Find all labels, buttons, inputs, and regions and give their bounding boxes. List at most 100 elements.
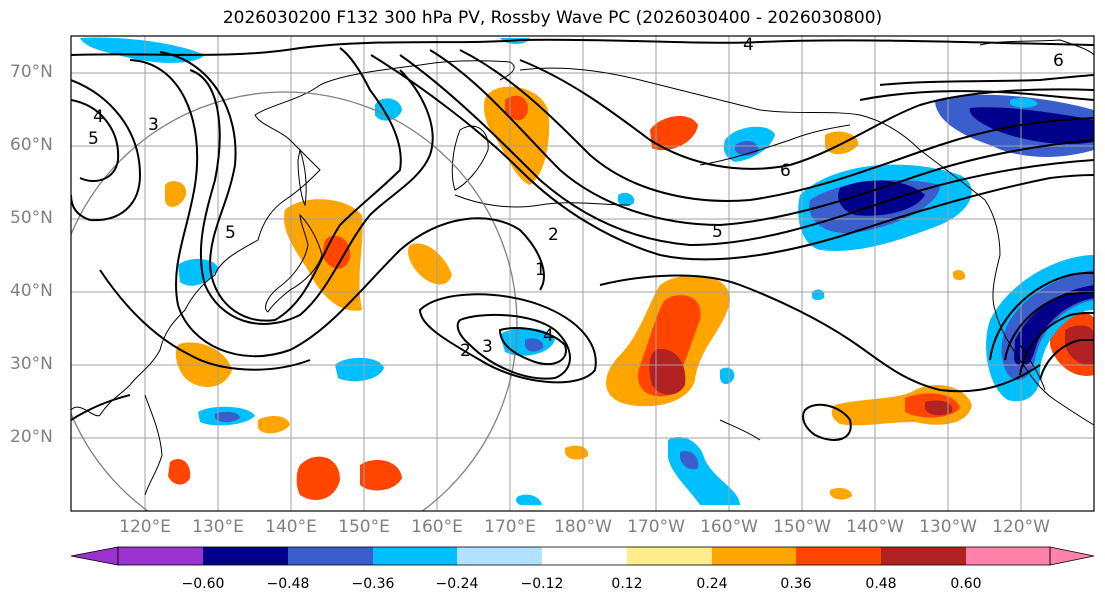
anomaly-negative	[969, 107, 1094, 145]
anomaly-negative	[178, 258, 218, 286]
pv-contour	[159, 47, 402, 322]
anomaly-positive	[830, 488, 852, 500]
lat-label: 50°N	[10, 208, 53, 228]
lon-label: 120°E	[119, 517, 171, 537]
lon-label: 140°E	[265, 517, 317, 537]
pv-contour	[989, 271, 1094, 361]
map-title: 2026030200 F132 300 hPa PV, Rossby Wave …	[222, 8, 883, 28]
anomaly-negative	[215, 411, 240, 423]
colorbar-segment	[203, 547, 288, 565]
colorbar-segment	[966, 547, 1050, 565]
coastline-north-america	[994, 309, 1094, 426]
anomaly-positive	[1065, 325, 1094, 366]
anomaly-negative	[618, 192, 635, 206]
anomaly-negative	[525, 338, 544, 352]
pv-contour	[429, 49, 1094, 227]
lon-label: 120°W	[992, 517, 1050, 537]
colorbar-tick-label: 0.48	[865, 576, 897, 592]
anomaly-positive	[505, 95, 528, 121]
lon-label: 150°E	[338, 517, 390, 537]
contour-label: 6	[780, 161, 791, 181]
contour-label: 4	[543, 326, 554, 346]
colorbar-segment	[118, 547, 203, 565]
pv-contour	[1004, 291, 1094, 361]
coastline-alaska-peninsula	[699, 124, 851, 166]
colorbar-tick-label: −0.24	[435, 576, 479, 592]
coastline-hawaii	[719, 419, 761, 441]
contour-label: 5	[225, 223, 236, 243]
coastline-kamchatka	[451, 125, 489, 191]
colorbar-segment	[712, 547, 796, 565]
anomaly-positive	[649, 349, 686, 395]
colorbar-segment	[881, 547, 966, 565]
pv-contour	[71, 99, 120, 182]
anomaly-positive	[165, 181, 187, 207]
anomaly-positive	[650, 115, 698, 151]
coastline-sakhalin	[297, 148, 307, 207]
pv-contour	[1019, 311, 1094, 376]
pv-contour	[599, 274, 1041, 393]
pv-contour	[129, 59, 545, 358]
lon-label: 150°W	[773, 517, 831, 537]
colorbar-segment	[288, 547, 373, 565]
colorbar-tick-label: 0.36	[780, 576, 812, 592]
colorbar-tick-label: 0.60	[950, 576, 982, 592]
anomaly-negative	[1014, 285, 1094, 367]
pv-contour	[370, 54, 1094, 261]
contour-label: 2	[460, 341, 471, 361]
colorbar-segment	[457, 547, 542, 565]
colorbar-tick-label: −0.48	[266, 576, 310, 592]
anomaly-negative	[80, 37, 205, 63]
coastline-aleutians	[454, 194, 631, 208]
lat-label: 60°N	[10, 135, 53, 155]
anomaly-positive	[925, 400, 953, 416]
pv-contour	[802, 403, 852, 441]
lat-label: 70°N	[10, 62, 53, 82]
contour-label: 3	[482, 337, 493, 357]
pv-contour	[189, 69, 434, 325]
pv-contour	[1039, 339, 1094, 381]
map-frame	[70, 35, 1095, 512]
anomaly-negative	[680, 450, 699, 470]
anomaly-positive	[360, 459, 402, 491]
colorbar-segment	[373, 547, 457, 565]
anomaly-positive	[258, 415, 290, 434]
colorbar-tick-label: 0.12	[611, 576, 643, 592]
pv-contour	[71, 394, 131, 421]
lat-label: 20°N	[10, 427, 53, 447]
pv-contour	[519, 59, 1094, 170]
reference-circle	[71, 91, 518, 511]
colorbar-segment	[627, 547, 712, 565]
contour-label: 1	[535, 260, 546, 280]
pv-contour	[859, 90, 1094, 101]
anomaly-negative	[1010, 97, 1038, 108]
pv-contour	[879, 74, 1094, 86]
pv-contour	[498, 327, 567, 365]
coastlines	[71, 39, 1094, 496]
lat-label: 30°N	[10, 354, 53, 374]
contour-label: 2	[548, 225, 559, 245]
colorbar-segment	[796, 547, 881, 565]
map-grid	[71, 36, 1094, 511]
pv-contour	[418, 293, 597, 384]
colorbar-tick-label: −0.60	[181, 576, 225, 592]
lon-label: 160°W	[700, 517, 758, 537]
lon-label: 170°E	[484, 517, 536, 537]
coastline-alaska	[519, 67, 1001, 311]
colorbar-tick-label: −0.12	[520, 576, 564, 592]
lat-label: 40°N	[10, 281, 53, 301]
colorbar-tick-label: −0.36	[351, 576, 395, 592]
lon-label: 130°W	[919, 517, 977, 537]
anomaly-positive	[408, 243, 452, 285]
pv-contours	[71, 38, 1094, 441]
anomaly-negative	[812, 289, 825, 301]
anomaly-negative	[335, 357, 384, 382]
lon-label: 130°E	[192, 517, 244, 537]
contour-label: 4	[93, 107, 104, 127]
anomaly-positive	[168, 458, 191, 485]
colorbar-segment	[542, 547, 627, 565]
lon-label: 140°W	[846, 517, 904, 537]
lon-label: 180°W	[554, 517, 612, 537]
contour-label: 3	[148, 115, 159, 135]
